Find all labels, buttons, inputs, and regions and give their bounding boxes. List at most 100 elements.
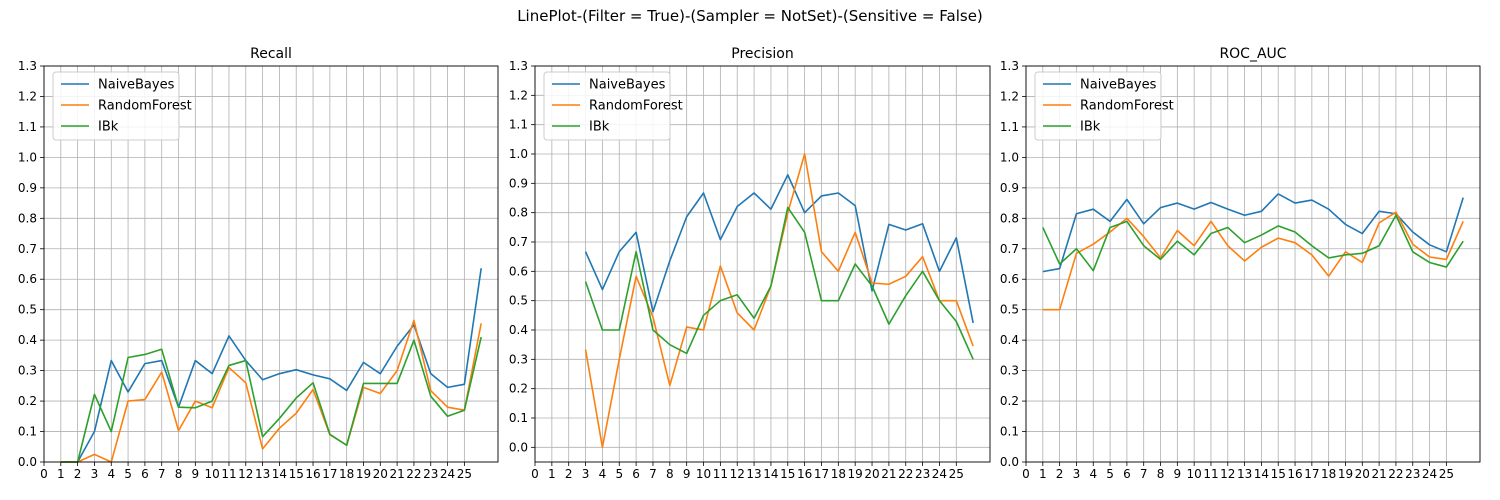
x-tick-label: 10 bbox=[696, 467, 711, 481]
x-tick-label: 10 bbox=[205, 467, 220, 481]
y-tick-label: 0.2 bbox=[1000, 394, 1019, 408]
series-line-ibk bbox=[584, 206, 974, 360]
legend-label: RandomForest bbox=[98, 99, 192, 114]
y-tick-label: 0.5 bbox=[18, 303, 37, 317]
x-tick-label: 15 bbox=[780, 467, 795, 481]
y-tick-label: 0.1 bbox=[18, 425, 37, 439]
x-tick-label: 2 bbox=[74, 467, 82, 481]
x-tick-label: 6 bbox=[141, 467, 149, 481]
legend-label: IBk bbox=[589, 120, 610, 135]
y-tick-label: 1.0 bbox=[1000, 150, 1019, 164]
y-tick-label: 0.8 bbox=[1000, 211, 1019, 225]
y-tick-label: 0.9 bbox=[18, 181, 37, 195]
x-tick-label: 3 bbox=[91, 467, 99, 481]
y-tick-label: 0.8 bbox=[509, 206, 528, 220]
x-tick-label: 21 bbox=[389, 467, 404, 481]
y-tick-label: 0.9 bbox=[1000, 181, 1019, 195]
x-tick-label: 15 bbox=[1271, 467, 1286, 481]
x-tick-label: 21 bbox=[1371, 467, 1386, 481]
y-tick-label: 0.6 bbox=[1000, 272, 1019, 286]
x-tick-label: 19 bbox=[848, 467, 863, 481]
y-tick-label: 0.7 bbox=[18, 242, 37, 256]
y-tick-label: 1.1 bbox=[18, 120, 37, 134]
subplot-title: Precision bbox=[731, 46, 793, 62]
x-tick-label: 25 bbox=[949, 467, 964, 481]
series-line-naivebayes bbox=[584, 174, 974, 324]
y-tick-label: 0.4 bbox=[1000, 333, 1019, 347]
x-tick-label: 8 bbox=[666, 467, 674, 481]
x-tick-label: 20 bbox=[1355, 467, 1370, 481]
y-tick-label: 0.1 bbox=[509, 411, 528, 425]
x-tick-label: 2 bbox=[1056, 467, 1064, 481]
x-tick-label: 9 bbox=[192, 467, 200, 481]
legend-box bbox=[52, 71, 180, 141]
x-tick-label: 22 bbox=[406, 467, 421, 481]
plot-frame bbox=[43, 65, 499, 463]
x-tick-label: 4 bbox=[599, 467, 607, 481]
x-tick-label: 11 bbox=[221, 467, 236, 481]
x-tick-label: 17 bbox=[1304, 467, 1319, 481]
y-tick-label: 0.6 bbox=[509, 264, 528, 278]
x-tick-label: 16 bbox=[797, 467, 812, 481]
x-tick-label: 5 bbox=[615, 467, 623, 481]
x-tick-label: 5 bbox=[124, 467, 132, 481]
x-tick-label: 8 bbox=[1157, 467, 1165, 481]
x-tick-label: 10 bbox=[1187, 467, 1202, 481]
x-tick-label: 5 bbox=[1106, 467, 1114, 481]
legend-box bbox=[543, 71, 671, 141]
y-tick-label: 0.0 bbox=[1000, 455, 1019, 469]
y-tick-label: 0.3 bbox=[18, 364, 37, 378]
x-tick-label: 13 bbox=[255, 467, 270, 481]
y-tick-label: 0.6 bbox=[18, 272, 37, 286]
x-tick-label: 14 bbox=[1254, 467, 1269, 481]
x-tick-label: 19 bbox=[1338, 467, 1353, 481]
y-tick-label: 0.9 bbox=[509, 176, 528, 190]
x-tick-label: 6 bbox=[1123, 467, 1131, 481]
x-tick-label: 12 bbox=[1220, 467, 1235, 481]
x-tick-label: 21 bbox=[881, 467, 896, 481]
y-tick-label: 0.1 bbox=[1000, 425, 1019, 439]
y-tick-label: 1.0 bbox=[509, 147, 528, 161]
x-tick-label: 20 bbox=[373, 467, 388, 481]
x-tick-label: 17 bbox=[322, 467, 337, 481]
legend-label: NaiveBayes bbox=[1080, 78, 1157, 93]
x-tick-label: 24 bbox=[1422, 467, 1437, 481]
legend-label: RandomForest bbox=[589, 99, 683, 114]
y-tick-label: 1.3 bbox=[509, 59, 528, 73]
chart-precision: 0 1 2 3 4 5 6 7 8 9 10 11 12 13 14 15 16 17 18 19 20 21 22 23 24… bbox=[509, 46, 991, 481]
y-tick-label: 0.2 bbox=[18, 394, 37, 408]
series-line-naivebayes bbox=[1042, 193, 1464, 273]
x-tick-label: 25 bbox=[457, 467, 472, 481]
legend-box bbox=[1034, 71, 1162, 141]
x-tick-label: 12 bbox=[730, 467, 745, 481]
x-tick-label: 1 bbox=[1039, 467, 1047, 481]
x-tick-label: 22 bbox=[1388, 467, 1403, 481]
y-tick-label: 1.3 bbox=[1000, 59, 1019, 73]
series-line-ibk bbox=[1042, 214, 1464, 272]
y-tick-label: 1.3 bbox=[18, 59, 37, 73]
x-tick-label: 0 bbox=[40, 467, 48, 481]
x-tick-label: 6 bbox=[632, 467, 640, 481]
x-tick-label: 1 bbox=[57, 467, 65, 481]
y-tick-label: 0.8 bbox=[18, 211, 37, 225]
y-tick-label: 0.4 bbox=[509, 323, 528, 337]
legend-label: RandomForest bbox=[1080, 99, 1174, 114]
y-tick-label: 0.0 bbox=[18, 455, 37, 469]
y-tick-label: 0.0 bbox=[509, 440, 528, 454]
x-tick-label: 23 bbox=[1405, 467, 1420, 481]
y-tick-label: 0.2 bbox=[509, 382, 528, 396]
subplot-title: Recall bbox=[250, 46, 292, 62]
x-tick-label: 25 bbox=[1439, 467, 1454, 481]
series-line-randomforest bbox=[1042, 211, 1464, 311]
x-tick-label: 24 bbox=[932, 467, 947, 481]
x-tick-label: 7 bbox=[1140, 467, 1148, 481]
y-tick-label: 0.4 bbox=[18, 333, 37, 347]
x-tick-label: 13 bbox=[746, 467, 761, 481]
y-tick-label: 1.2 bbox=[1000, 89, 1019, 103]
chart-recall: 0 1 2 3 4 5 6 7 8 9 10 11 12 13 14 15 16 17 18 19 20 21 22 23 24… bbox=[18, 46, 499, 481]
x-tick-label: 4 bbox=[1089, 467, 1097, 481]
x-tick-label: 16 bbox=[305, 467, 320, 481]
y-tick-label: 0.5 bbox=[509, 294, 528, 308]
